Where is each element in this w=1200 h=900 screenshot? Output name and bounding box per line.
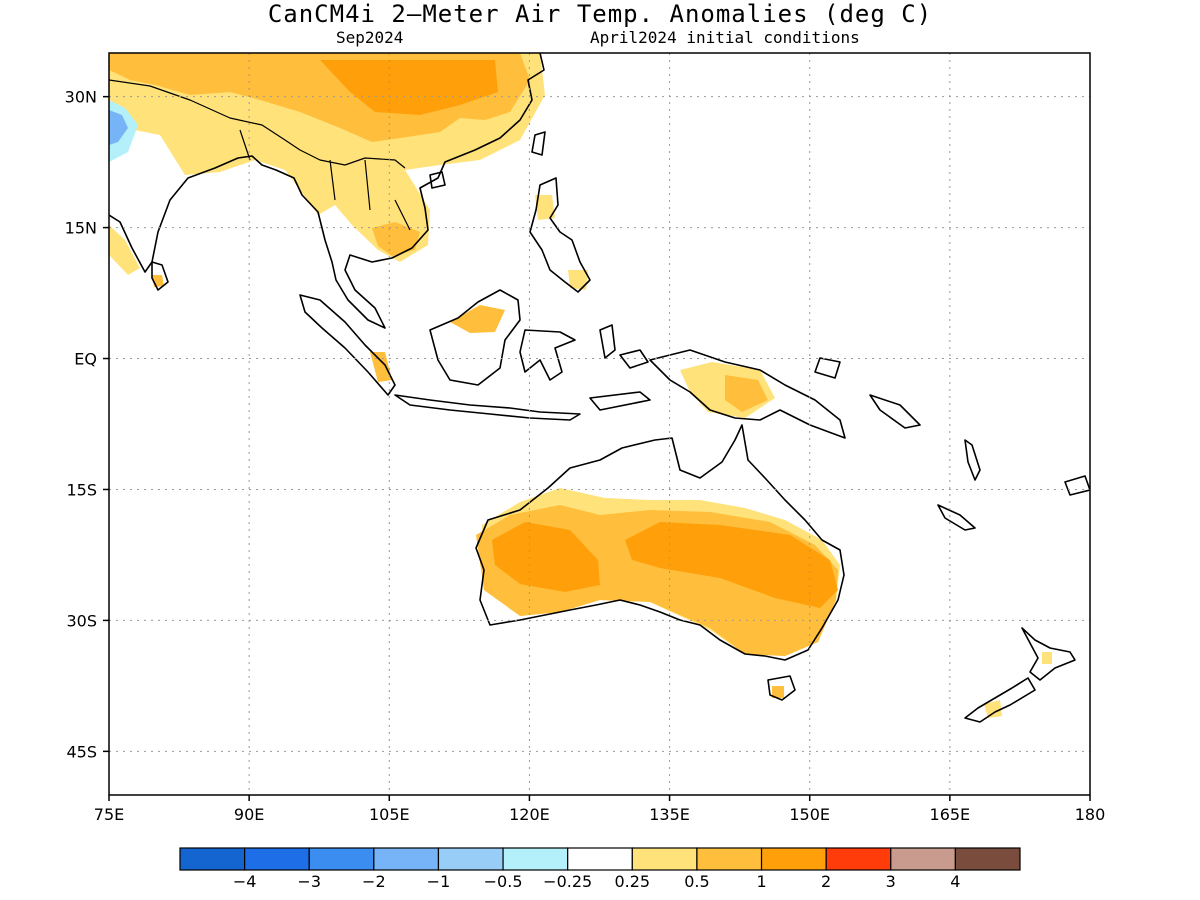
coast-sulawesi [519, 329, 576, 381]
color-bar-swatch [437, 847, 504, 871]
color-bar-label: −0.25 [543, 872, 592, 891]
color-bar-labels: −4 −3 −2 −1 −0.5 −0.25 0.25 0.5 1 2 3 4 [233, 872, 961, 891]
latitude-labels: 30N 15N EQ 15S 30S 45S [65, 88, 109, 761]
color-bar-swatch [373, 847, 440, 871]
anomaly-region-australia-strong-west [492, 522, 600, 592]
coast-nz-north [1021, 627, 1076, 681]
lon-tick-label: 75E [94, 805, 124, 824]
lat-tick-label: 15S [66, 480, 97, 499]
initial-conditions: April2024 initial conditions [590, 28, 860, 47]
lat-tick-label: 30S [66, 611, 97, 630]
lon-tick-label: 90E [234, 805, 264, 824]
anomaly-region-tibet-cooler [109, 110, 128, 145]
color-bar-label: −0.5 [484, 872, 523, 891]
color-bar-swatch [631, 847, 698, 871]
anomaly-region-australia-strong-east [625, 522, 838, 608]
color-bar-label: 1 [756, 872, 766, 891]
color-bar-label: 4 [950, 872, 960, 891]
color-bar-swatch [825, 847, 892, 871]
lon-tick-label: 180 [1075, 805, 1106, 824]
map-title: CanCM4i 2—Meter Air Temp. Anomalies (deg… [267, 0, 933, 28]
grid [109, 53, 1090, 795]
coast-timor [589, 391, 651, 411]
anomaly-region-india-west [109, 225, 140, 275]
lon-tick-label: 135E [649, 805, 690, 824]
coastlines [109, 53, 1090, 723]
lat-tick-label: 30N [65, 88, 97, 107]
lon-tick-label: 150E [789, 805, 830, 824]
lat-tick-label: 15N [65, 219, 97, 238]
lon-tick-label: 120E [509, 805, 550, 824]
longitude-labels: 75E 90E 105E 120E 135E 150E 165E 180 [94, 795, 1106, 824]
coast-taiwan [531, 131, 546, 156]
anomaly-region-philippines [535, 195, 555, 220]
coast-asia-mainland [109, 53, 545, 329]
lat-tick-label: 45S [66, 742, 97, 761]
coast-srilanka [151, 261, 169, 291]
color-bar-label: −1 [427, 872, 451, 891]
coast-australia [475, 424, 845, 661]
lon-tick-label: 165E [930, 805, 971, 824]
color-bar-swatch [760, 847, 827, 871]
anomaly-region-borneo [450, 305, 505, 333]
color-bar-label: −4 [233, 872, 257, 891]
color-bar-swatch [696, 847, 763, 871]
anomaly-region-sumatra [370, 352, 392, 382]
coast-borneo [429, 289, 521, 386]
anomaly-region-asia-strong [320, 60, 498, 115]
anomaly-region-nz-south [984, 700, 1002, 718]
coast-new-guinea [649, 349, 846, 439]
color-bar [179, 847, 1021, 871]
anomaly-region-tasmania [772, 686, 784, 698]
color-bar-label: −3 [297, 872, 321, 891]
color-bar-label: 3 [886, 872, 896, 891]
color-bar-label: 2 [821, 872, 831, 891]
coast-fiji [1064, 475, 1090, 496]
plot-frame [108, 52, 1091, 796]
color-bar-swatch [954, 847, 1021, 871]
color-bar-swatch [502, 847, 569, 871]
coast-solomons [869, 394, 921, 429]
color-bar-swatch [308, 847, 375, 871]
color-bar-label: −2 [362, 872, 386, 891]
anomaly-region-indochina [372, 222, 420, 256]
color-bar-swatch [567, 847, 633, 871]
coast-new-britain [814, 357, 841, 379]
coast-nz-south [964, 677, 1036, 723]
anomaly-region-new-guinea-moderate [725, 375, 768, 412]
coast-sumatra [299, 294, 396, 396]
color-bar-swatch [244, 847, 310, 871]
coast-java [394, 394, 581, 421]
color-bar-swatch [179, 847, 246, 871]
coast-philippines [529, 177, 591, 293]
color-bar-label: 0.5 [684, 872, 709, 891]
lon-tick-label: 105E [369, 805, 410, 824]
anomaly-region-mindanao [568, 270, 588, 290]
anomaly-region-nz-north [1042, 652, 1052, 664]
coast-vanuatu [964, 439, 981, 481]
coast-hainan [429, 171, 446, 189]
coast-maluku [599, 324, 649, 369]
coast-asia-border [109, 79, 411, 231]
coast-new-caledonia [937, 504, 976, 531]
coast-tasmania [767, 675, 796, 701]
anomaly-shading [109, 53, 1052, 718]
forecast-month: Sep2024 [336, 28, 404, 47]
color-bar-swatch [890, 847, 956, 871]
lat-tick-label: EQ [74, 350, 97, 369]
color-bar-label: 0.25 [614, 872, 650, 891]
